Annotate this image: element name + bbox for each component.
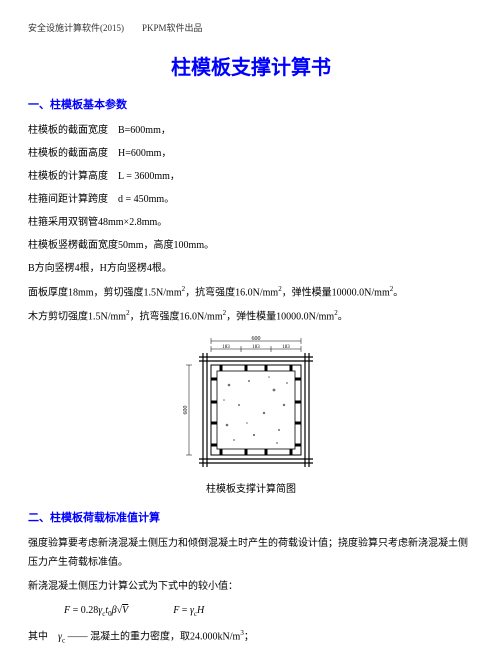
diagram-caption: 柱模板支撑计算简图 <box>28 481 474 499</box>
cross-section-diagram: 600 183 183 183 600 <box>28 335 474 477</box>
dim-left: 600 <box>183 405 189 414</box>
param-line: 柱模板的截面高度 H=600mm， <box>28 145 474 163</box>
dim-sub: 183 <box>252 345 260 350</box>
formula-line: F = 0.28γct0β√V F = γcH <box>28 602 474 621</box>
document-title: 柱模板支撑计算书 <box>28 50 474 86</box>
dim-sub: 183 <box>282 345 290 350</box>
param-line: 柱箍采用双钢管48mm×2.8mm。 <box>28 214 474 232</box>
section2-heading: 二、柱模板荷载标准值计算 <box>28 509 474 529</box>
where-clause: 其中 γc —— 混凝土的重力密度，取24.000kN/m3； <box>28 627 474 647</box>
param-line: 柱模板竖楞截面宽度50mm，高度100mm。 <box>28 237 474 255</box>
section2-para1: 强度验算要考虑新浇混凝土侧压力和倾倒混凝土时产生的荷载设计值；挠度验算只考虑新浇… <box>28 534 474 572</box>
dim-sub: 183 <box>222 345 230 350</box>
section2-para2: 新浇混凝土侧压力计算公式为下式中的较小值： <box>28 577 474 596</box>
param-line: 柱模板的截面宽度 B=600mm， <box>28 122 474 140</box>
section1-heading: 一、柱模板基本参数 <box>28 96 474 116</box>
param-line: 面板厚度18mm，剪切强度1.5N/mm2，抗弯强度16.0N/mm2，弹性模量… <box>28 283 474 302</box>
param-line: 柱箍间距计算跨度 d = 450mm。 <box>28 191 474 209</box>
page-header: 安全设施计算软件(2015) PKPM软件出品 <box>28 20 474 36</box>
param-line: B方向竖楞4根，H方向竖楞4根。 <box>28 260 474 278</box>
param-line: 柱模板的计算高度 L = 3600mm， <box>28 168 474 186</box>
param-line: 木方剪切强度1.5N/mm2，抗弯强度16.0N/mm2，弹性模量10000.0… <box>28 307 474 326</box>
dim-top: 600 <box>251 336 260 342</box>
